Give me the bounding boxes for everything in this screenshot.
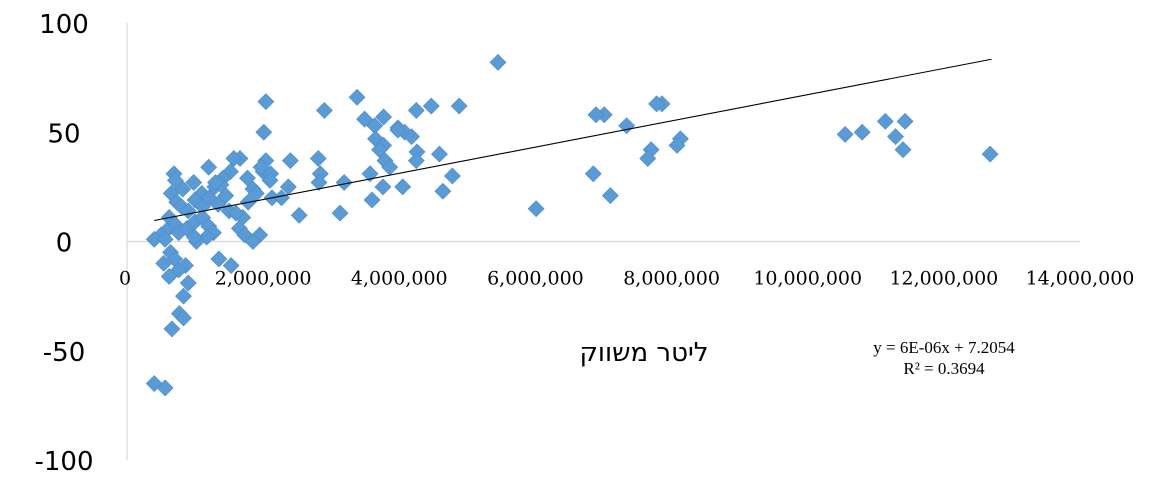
data-point bbox=[156, 230, 174, 248]
data-point bbox=[225, 150, 243, 167]
data-point bbox=[363, 191, 381, 209]
y-tick-label: -100 bbox=[34, 447, 93, 477]
data-point bbox=[836, 126, 854, 143]
data-point bbox=[394, 178, 412, 196]
data-point bbox=[422, 97, 440, 115]
data-point bbox=[261, 171, 279, 189]
data-point bbox=[200, 158, 218, 176]
data-point bbox=[166, 171, 184, 189]
trendline-r-squared: R² = 0.3694 bbox=[903, 359, 985, 378]
data-point bbox=[335, 174, 353, 191]
data-point bbox=[584, 165, 602, 183]
data-point bbox=[434, 182, 452, 200]
data-point bbox=[407, 152, 425, 170]
x-tick-label: 6,000,000 bbox=[487, 268, 584, 290]
data-point bbox=[290, 206, 308, 224]
y-tick-label: 50 bbox=[47, 119, 80, 149]
data-point bbox=[389, 121, 407, 139]
data-point bbox=[348, 88, 366, 106]
x-tick-label: 12,000,000 bbox=[889, 268, 998, 290]
data-point bbox=[894, 141, 912, 159]
data-point bbox=[222, 257, 240, 274]
data-point bbox=[601, 187, 619, 205]
data-point bbox=[331, 204, 349, 222]
data-point bbox=[309, 150, 327, 167]
data-point bbox=[281, 152, 299, 170]
x-tick-label: 2,000,000 bbox=[215, 268, 312, 290]
data-point bbox=[227, 204, 245, 222]
data-point bbox=[668, 136, 686, 154]
x-tick-label: 14,000,000 bbox=[1026, 268, 1135, 290]
data-point bbox=[431, 145, 448, 163]
tick-labels: 100 50 0 -50 -100 0 2,000,000 4,000,000 6,000,00… bbox=[34, 10, 1134, 477]
x-tick-label: 4,000,000 bbox=[351, 268, 448, 290]
data-point bbox=[375, 108, 393, 126]
data-point bbox=[639, 150, 657, 167]
data-point bbox=[356, 110, 373, 128]
data-point bbox=[185, 174, 203, 191]
data-point bbox=[407, 101, 425, 119]
data-point bbox=[489, 53, 507, 71]
data-point bbox=[163, 320, 181, 338]
y-tick-label: 0 bbox=[56, 229, 73, 259]
data-point bbox=[618, 117, 636, 135]
data-points bbox=[145, 53, 999, 397]
data-point bbox=[450, 97, 468, 115]
data-point bbox=[207, 174, 224, 191]
data-point bbox=[239, 169, 256, 187]
data-point bbox=[160, 268, 178, 285]
data-point bbox=[896, 112, 914, 130]
trendline-layer bbox=[154, 58, 992, 222]
axes bbox=[126, 23, 1080, 460]
y-tick-label: -50 bbox=[43, 338, 85, 368]
data-point bbox=[155, 254, 173, 272]
data-point bbox=[156, 379, 174, 397]
data-point bbox=[175, 287, 192, 305]
data-point bbox=[443, 167, 461, 185]
data-point bbox=[374, 178, 392, 196]
data-point bbox=[876, 112, 894, 130]
data-point bbox=[252, 158, 270, 176]
data-point bbox=[648, 95, 666, 113]
data-point bbox=[244, 233, 262, 250]
x-tick-label: 0 bbox=[119, 268, 131, 290]
data-point bbox=[257, 93, 275, 111]
data-point bbox=[981, 145, 999, 163]
data-point bbox=[587, 106, 605, 124]
x-axis-label: ליטר משווק bbox=[579, 338, 708, 368]
x-tick-label: 8,000,000 bbox=[623, 268, 720, 290]
data-point bbox=[403, 128, 420, 146]
data-point bbox=[887, 128, 904, 146]
data-point bbox=[315, 101, 333, 119]
data-point bbox=[247, 185, 265, 202]
data-point bbox=[185, 228, 203, 246]
data-point bbox=[210, 250, 228, 268]
trendline-equation: y = 6E-06x + 7.2054 bbox=[873, 338, 1015, 357]
trendline bbox=[154, 58, 992, 222]
data-point bbox=[310, 174, 328, 191]
x-tick-label: 10,000,000 bbox=[753, 268, 862, 290]
data-point bbox=[853, 123, 871, 141]
data-point bbox=[175, 309, 192, 327]
data-point bbox=[179, 274, 197, 292]
y-tick-label: 100 bbox=[39, 10, 89, 40]
data-point bbox=[255, 123, 273, 141]
data-point bbox=[527, 200, 545, 218]
